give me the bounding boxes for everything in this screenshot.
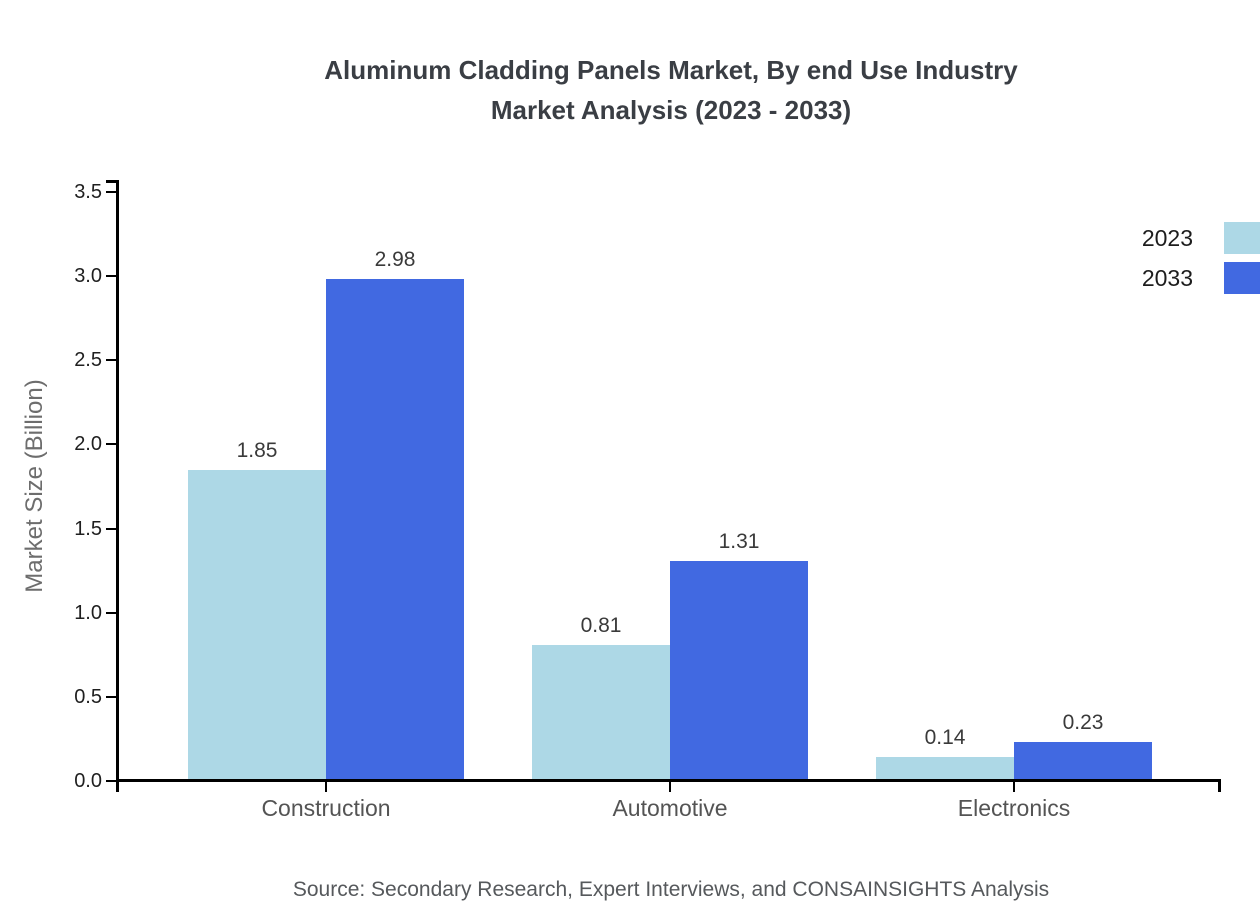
y-tick	[106, 528, 118, 530]
category-label-electronics: Electronics	[957, 795, 1071, 821]
chart-title: Aluminum Cladding Panels Market, By end …	[82, 50, 1260, 130]
chart-title-line-1: Aluminum Cladding Panels Market, By end …	[324, 55, 1018, 85]
bar-2033-electronics	[1014, 742, 1152, 779]
y-tick-label: 0.0	[74, 770, 102, 792]
bar-2023-construction	[188, 470, 326, 779]
y-tick	[106, 275, 118, 277]
legend-item-2033: 2033	[1142, 262, 1260, 294]
value-label-2023-automotive: 0.81	[580, 614, 622, 637]
bar-2023-electronics	[876, 757, 1014, 779]
category-label-construction: Construction	[261, 795, 391, 821]
value-label-2023-electronics: 0.14	[924, 726, 966, 749]
bar-2023-automotive	[532, 645, 670, 779]
legend: 2023 2033	[1142, 222, 1260, 302]
x-tick	[1013, 782, 1015, 792]
y-tick	[106, 696, 118, 698]
source-note: Source: Secondary Research, Expert Inter…	[292, 878, 1050, 901]
legend-swatch-2023	[1224, 222, 1260, 254]
y-tick	[106, 359, 118, 361]
value-label-2023-construction: 1.85	[236, 439, 278, 462]
y-tick-label: 2.0	[74, 433, 102, 455]
bar-2033-automotive	[670, 561, 808, 779]
x-axis-right-cap	[1218, 779, 1221, 792]
x-axis-line	[116, 779, 1221, 782]
y-tick	[106, 191, 118, 193]
y-axis-spine	[116, 180, 119, 792]
x-tick	[669, 782, 671, 792]
value-label-2033-electronics: 0.23	[1062, 711, 1104, 734]
y-tick-label: 3.5	[74, 181, 102, 203]
legend-label-2033: 2033	[1141, 264, 1193, 291]
y-tick	[106, 443, 118, 445]
y-axis-top-cap	[106, 180, 118, 183]
y-tick-label: 1.5	[74, 518, 102, 540]
y-tick-label: 3.0	[74, 265, 102, 287]
value-label-2033-construction: 2.98	[374, 248, 416, 271]
bar-2033-construction	[326, 279, 464, 779]
y-tick	[106, 612, 118, 614]
x-tick	[325, 782, 327, 792]
y-tick-label: 0.5	[74, 686, 102, 708]
legend-item-2023: 2023	[1142, 222, 1260, 254]
category-label-automotive: Automotive	[612, 795, 728, 821]
legend-swatch-2033	[1224, 262, 1260, 294]
chart-title-line-2: Market Analysis (2023 - 2033)	[490, 95, 852, 125]
legend-label-2023: 2023	[1141, 224, 1193, 251]
value-label-2033-automotive: 1.31	[718, 530, 760, 553]
y-tick-label: 2.5	[74, 349, 102, 371]
y-tick	[106, 780, 118, 782]
y-tick-label: 1.0	[74, 602, 102, 624]
